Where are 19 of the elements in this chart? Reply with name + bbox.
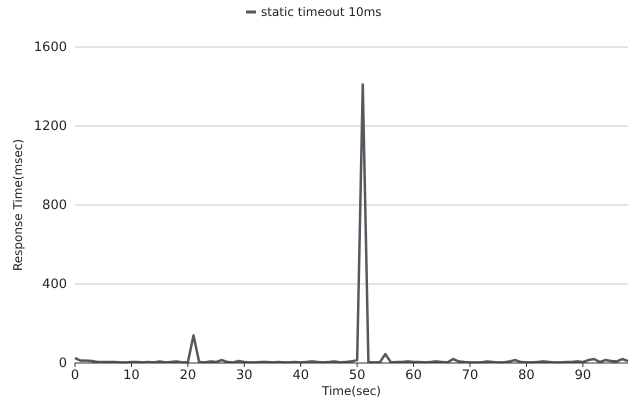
x-tick-label: 0	[70, 368, 80, 383]
line-series	[74, 83, 630, 364]
x-tick-label: 90	[574, 368, 592, 383]
y-tick-label: 0	[58, 356, 67, 371]
x-tick-label: 20	[180, 368, 196, 383]
x-tick-label: 40	[292, 368, 309, 383]
y-tick-label: 1200	[34, 119, 67, 134]
x-tick-label: 10	[123, 368, 140, 383]
x-tick-label: 60	[405, 368, 422, 383]
x-axis-title: Time(sec)	[321, 384, 381, 398]
x-tick-label: 50	[348, 368, 366, 383]
legend-label: static timeout 10ms	[261, 5, 382, 19]
x-tick-label: 80	[518, 368, 535, 383]
y-axis-title: Response Time(msec)	[11, 138, 25, 272]
y-tick-label: 1600	[34, 40, 67, 55]
x-tick-label: 70	[462, 368, 478, 383]
y-tick-label: 400	[42, 277, 67, 292]
y-tick-label: 800	[42, 198, 67, 213]
x-tick-label: 30	[236, 368, 253, 383]
